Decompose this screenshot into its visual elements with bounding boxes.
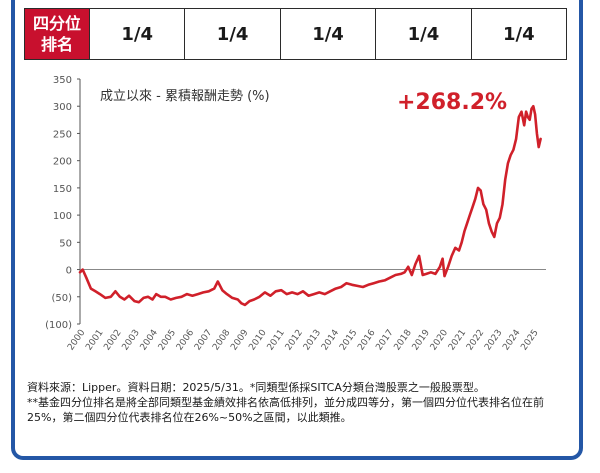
x-tick-label: 2016 [356,328,377,353]
x-tick-label: 2005 [157,328,178,352]
y-tick-label: 100 [53,211,72,222]
fund-card [11,0,583,460]
quartile-rank-table: 四分位 排名 1/4 1/4 1/4 1/4 1/4 [24,8,567,60]
x-tick-label: 2011 [266,328,287,352]
x-tick-label: 2003 [121,328,142,352]
quartile-rank-header-line2: 排名 [40,35,73,54]
chart-title: 成立以來 - 累積報酬走勢 (%) [100,89,270,104]
x-tick-label: 2001 [84,328,105,352]
x-tick-label: 2006 [175,328,196,353]
y-tick-label: 300 [53,102,72,113]
x-tick-label: 2020 [429,328,450,353]
quartile-rank-cell: 1/4 [90,9,186,59]
y-tick-label: 200 [53,157,72,168]
y-tick-label: 50 [59,238,72,249]
x-tick-label: 2013 [302,328,323,352]
x-tick-label: 2022 [465,328,486,352]
x-tick-label: 2008 [211,328,232,353]
x-tick-label: 2024 [501,328,522,353]
x-tick-label: 2018 [393,328,414,353]
x-tick-label: 2002 [102,328,123,352]
x-tick-labels: 2000200120022003200420052006200720082009… [66,328,541,353]
x-tick-label: 2023 [483,328,504,352]
y-tick-label: (100) [45,320,72,331]
x-tick-label: 2009 [229,328,250,353]
return-annotation: +268.2% [397,90,507,115]
quartile-rank-cell: 1/4 [185,9,281,59]
x-tick-label: 2014 [320,328,341,353]
chart-axes [79,79,546,324]
y-tick-label: 250 [53,129,72,140]
series-layer [78,104,542,307]
x-tick-label: 2025 [519,328,540,352]
x-tick-label: 2004 [139,328,160,353]
x-tick-label: 2015 [338,328,359,352]
x-tick-label: 2021 [447,328,468,352]
quartile-rank-cell: 1/4 [503,23,535,45]
footnote: 資料來源：Lipper。資料日期：2025/5/31。*同類型係採SITCA分類… [27,380,572,425]
x-tick-label: 2012 [284,328,305,352]
quartile-rank-header-line1: 四分位 [32,14,81,33]
footnote-line-1: 資料來源：Lipper。資料日期：2025/5/31。*同類型係採SITCA分類… [27,381,485,394]
x-tick-label: 2019 [411,328,432,353]
quartile-rank-cell: 1/4 [376,9,472,59]
y-tick-labels: 350 300 250 200 150 100 50 0 (50) (100) [45,75,80,331]
x-tick-label: 2017 [374,328,395,352]
y-tick-label: 150 [53,184,72,195]
x-tick-label: 2010 [247,328,268,353]
quartile-rank-cell: 1/4 [281,9,377,59]
y-tick-label: 350 [53,75,72,86]
y-tick-label: (50) [51,293,72,304]
series-line [78,104,542,307]
x-tick-label: 2000 [66,328,87,353]
footnote-line-2: **基金四分位排名是將全部同類型基金績效排名依高低排列，並分成四等分，第一個四分… [27,396,544,424]
y-tick-label: 0 [66,266,72,277]
x-tick-label: 2007 [193,328,214,352]
quartile-rank-header: 四分位 排名 [25,9,90,59]
